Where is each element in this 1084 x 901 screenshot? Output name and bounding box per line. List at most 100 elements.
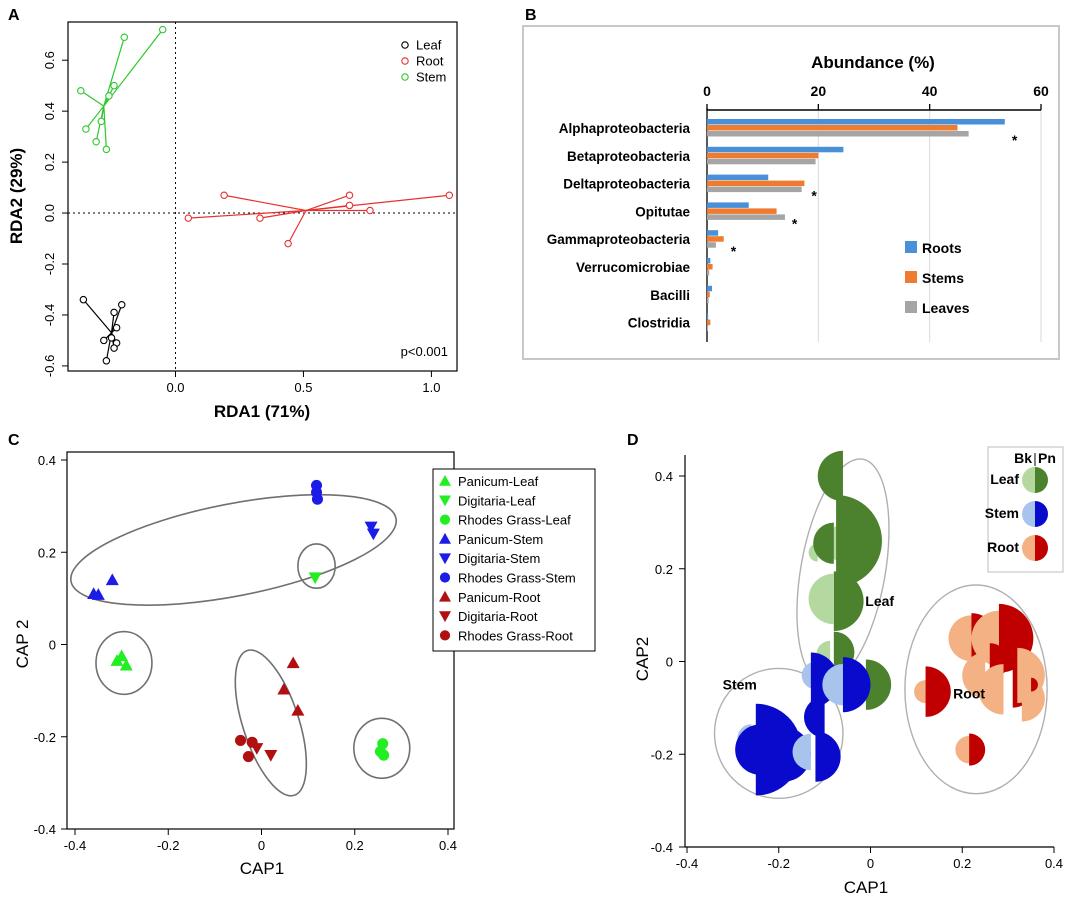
panel-b-bars [707, 119, 1005, 332]
x-tick-label: 0.0 [166, 380, 184, 395]
semicircle-leaf-light [808, 573, 834, 625]
legend-label: Panicum-Leaf [458, 474, 539, 489]
y-tick-label: -0.2 [34, 730, 56, 745]
stem-ellipse [713, 667, 844, 800]
x-tick-label: 0 [703, 83, 711, 99]
legend-swatch [905, 241, 917, 253]
panel-a-p-value: p<0.001 [401, 344, 448, 359]
semicircle-root-light [1021, 675, 1045, 722]
data-point [110, 344, 118, 352]
category-label: Clostridia [628, 316, 691, 331]
bar-roots [707, 285, 713, 292]
data-point [97, 117, 106, 126]
legend-label: Root [987, 539, 1019, 555]
category-label: Opitutae [635, 204, 690, 219]
legend-half-dark [1035, 535, 1048, 561]
point-rhodes-grass-leaf [378, 749, 390, 761]
point-digitaria-root [264, 750, 278, 762]
data-point [284, 239, 292, 248]
cluster-ellipse-stem-cluster [70, 493, 398, 606]
spider-line [259, 209, 307, 219]
panel-d-label: D [627, 432, 639, 449]
group-label-root: Root [953, 686, 985, 702]
legend-half-light [1022, 501, 1035, 527]
data-point [112, 323, 121, 332]
panel-d: D -0.4 -0.2 0 0.2 0.4 -0.4 -0.2 0 0.2 0.4 Leaf Ste… [627, 432, 1064, 897]
legend-marker [439, 495, 451, 507]
legend-marker [401, 41, 409, 49]
legend-label: Stem [416, 70, 446, 85]
y-tick-label: -0.2 [42, 253, 57, 275]
panel-c: C -0.4 -0.2 0 0.2 0.4 -0.4 -0.2 0 0.2 0.4 Panicum… [8, 432, 596, 878]
bar-roots [707, 258, 711, 264]
spider-line [188, 209, 307, 219]
y-tick-label: 0 [49, 638, 56, 653]
group-label-leaf: Leaf [865, 593, 894, 609]
x-tick-label: -0.2 [157, 838, 179, 853]
spider-line [103, 106, 107, 150]
x-tick-label: 0 [867, 856, 874, 871]
semicircle-root-dark [925, 666, 951, 717]
significance-star: * [792, 215, 798, 231]
panel-a-label: A [8, 7, 20, 24]
semicircle-leaf-dark [813, 522, 834, 564]
y-tick-label: 0.2 [38, 545, 56, 560]
bar-stems [707, 152, 819, 159]
significance-star: * [1012, 132, 1018, 148]
x-tick-label: 0.2 [346, 838, 364, 853]
bar-roots [707, 119, 1005, 125]
x-tick-label: 1.0 [422, 380, 440, 395]
bar-stems [707, 208, 777, 214]
point-panicum-stem [105, 573, 119, 586]
x-tick-label: 0.5 [294, 380, 312, 395]
spider-line [224, 194, 307, 212]
panel-b-category-labels: Alphaproteobacteria * Betaproteobacteria De… [547, 121, 1018, 331]
point-digitaria-leaf [308, 572, 322, 585]
panel-a-data [77, 25, 454, 365]
semicircle-stem-dark [735, 724, 761, 775]
legend-label: Digitaria-Stem [458, 551, 540, 566]
legend-label: Digitaria-Root [458, 609, 538, 624]
x-tick-label: -0.4 [64, 838, 86, 853]
legend-half-dark [1035, 501, 1048, 527]
category-label: Bacilli [650, 288, 690, 303]
legend-marker [401, 73, 409, 81]
data-point [220, 191, 228, 199]
legend-label: Panicum-Root [458, 590, 541, 605]
group-root [184, 191, 454, 248]
x-tick-label: 40 [922, 83, 938, 99]
bar-leaves [707, 242, 716, 248]
bar-roots [707, 174, 769, 181]
spider-line [287, 210, 307, 244]
point-digitaria-stem [364, 521, 378, 534]
data-point [445, 191, 454, 199]
semicircle-root-light [914, 680, 926, 704]
bar-stems [707, 319, 711, 326]
data-point [92, 137, 100, 146]
spider-line [305, 194, 350, 212]
semicircle-stem-dark [803, 696, 825, 738]
y-tick-label: -0.4 [34, 822, 56, 837]
panel-b-legend: Roots Stems Leaves [905, 240, 970, 316]
legend-header-right: Pn [1038, 450, 1056, 466]
bar-stems [707, 264, 713, 270]
y-tick-label: 0.2 [655, 562, 673, 577]
y-tick-label: 0 [666, 655, 673, 670]
bar-stems [707, 236, 724, 242]
legend-marker [401, 57, 409, 65]
semicircle-stem-light [822, 664, 843, 706]
panel-c-legend: Panicum-Leaf Digitaria-Leaf Rhodes Grass-L… [432, 468, 596, 652]
panel-b: B Abundance (%) 0 20 40 60 Alphaproteobacte… [522, 7, 1060, 360]
y-tick-label: 0.4 [655, 469, 673, 484]
panel-a-plot-frame [67, 21, 458, 372]
data-point [102, 145, 111, 154]
data-point [110, 308, 118, 317]
panel-c-data [87, 479, 390, 763]
panel-c-axes: -0.4 -0.2 0 0.2 0.4 -0.4 -0.2 0 0.2 0.4 [34, 453, 457, 853]
x-tick-label: 0 [258, 838, 265, 853]
panel-d-x-axis-label: CAP1 [844, 878, 888, 897]
panel-c-ellipses [70, 493, 411, 797]
panel-c-label: C [8, 432, 20, 449]
